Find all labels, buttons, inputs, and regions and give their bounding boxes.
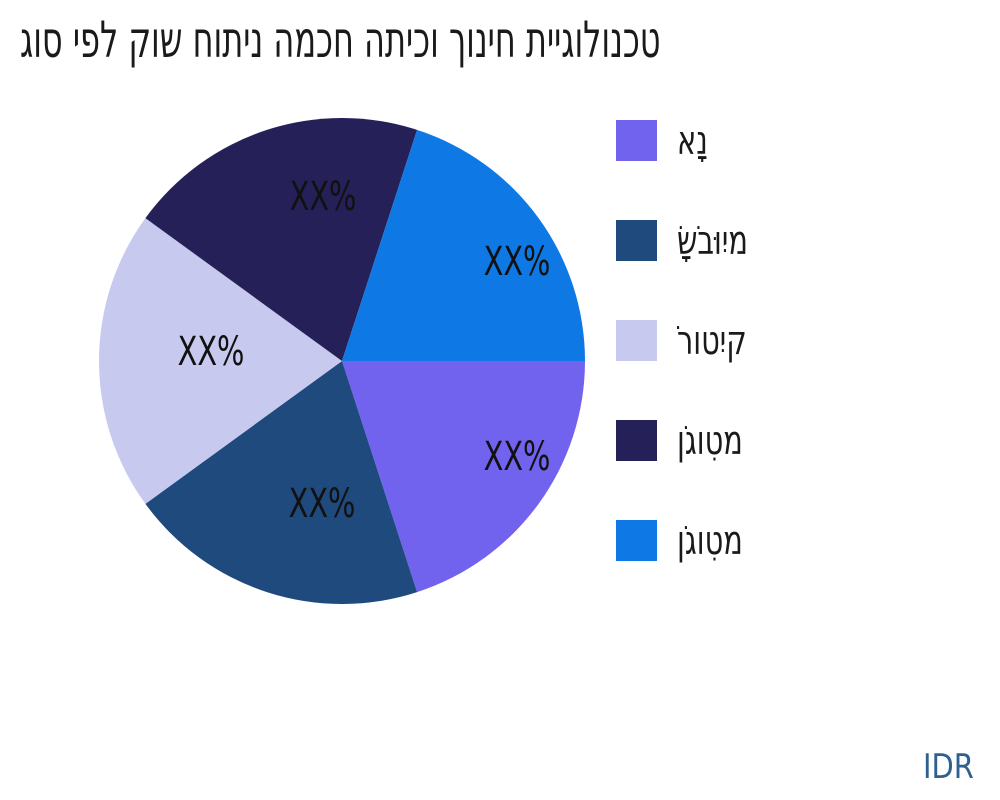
pie-slice-1 (342, 361, 585, 593)
slice-percent-label-3: XX% (177, 329, 245, 375)
legend-swatch-1 (616, 120, 657, 161)
legend-label-4: מטִוגֹן (677, 417, 743, 464)
legend-item-5: מטִוגֹן (616, 520, 956, 561)
slice-percent-label-1: XX% (483, 434, 551, 480)
slice-percent-label-5: XX% (483, 239, 551, 285)
slice-percent-label-4: XX% (289, 174, 357, 220)
legend-swatch-5 (616, 520, 657, 561)
legend-swatch-2 (616, 220, 657, 261)
legend-label-5: מטִוגֹן (677, 517, 743, 564)
pie-slice-3 (99, 218, 342, 504)
pie-chart (99, 118, 585, 604)
pie-slice-2 (145, 361, 418, 604)
legend-item-2: מיִוּבֹשָׂ (616, 220, 956, 261)
legend-label-3: קיִטורֹ (677, 317, 747, 364)
chart-title: טכנולוגיית חינוך וכיתה חכמה ניתוח שוק לפ… (20, 11, 661, 69)
legend-item-4: מטִוגֹן (616, 420, 956, 461)
pie-slice-4 (145, 118, 418, 361)
legend-label-1: נָא (677, 117, 708, 164)
legend-item-3: קיִטורֹ (616, 320, 956, 361)
slice-percent-label-2: XX% (288, 481, 356, 527)
watermark-idr: IDR (923, 747, 974, 787)
legend-swatch-4 (616, 420, 657, 461)
legend-label-2: מיִוּבֹשָׂ (677, 217, 748, 264)
legend-item-1: נָא (616, 120, 956, 161)
pie-slice-5 (342, 129, 585, 361)
legend-swatch-3 (616, 320, 657, 361)
